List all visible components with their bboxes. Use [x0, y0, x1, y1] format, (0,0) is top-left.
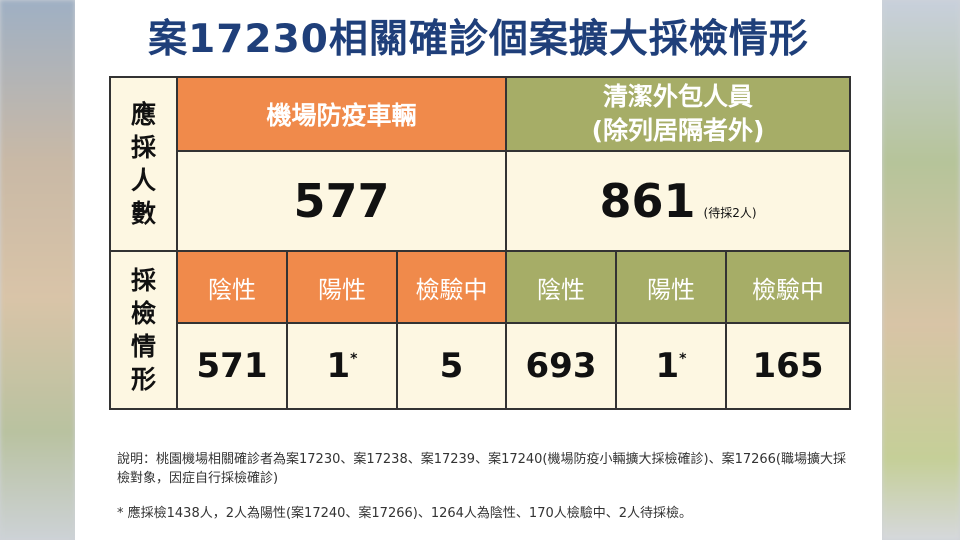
testing-table: 應 採 人 數 機場防疫車輛 清潔外包人員 (除列居隔者外) 577 861 (待… [109, 76, 852, 410]
page-title: 案17230相關確診個案擴大採檢情形 [148, 17, 809, 62]
subheader-positive: 陽性 [615, 250, 727, 324]
group-header-label: 清潔外包人員 [603, 82, 754, 111]
value-negative: 571 [176, 322, 288, 410]
group-header-sublabel: (除列居隔者外) [591, 116, 765, 145]
total-value: 577 [293, 174, 390, 228]
background-left-blur [0, 0, 75, 540]
positive-count: 1 [326, 346, 351, 386]
row-label-char: 數 [130, 199, 156, 228]
row-label-count: 應 採 人 數 [109, 76, 178, 252]
group-header-vehicles: 機場防疫車輛 [176, 76, 507, 152]
row-label-char: 應 [130, 100, 156, 129]
background-right-blur [882, 0, 960, 540]
value-positive: 1* [615, 322, 727, 410]
subheader-pending: 檢驗中 [396, 250, 507, 324]
subheader-pending: 檢驗中 [724, 250, 852, 324]
asterisk-mark: * [350, 351, 358, 367]
value-positive: 1* [286, 322, 398, 410]
row-label-char: 採 [130, 266, 156, 295]
subheader-negative: 陰性 [505, 250, 617, 324]
total-note: (待採2人) [703, 206, 757, 220]
row-label-char: 採 [130, 133, 156, 162]
positive-count: 1 [655, 346, 680, 386]
footnote-asterisk: * 應採檢1438人，2人為陽性(案17240、案17266)、1264人為陰性… [117, 506, 693, 521]
row-label-char: 形 [130, 365, 156, 394]
value-pending: 5 [396, 322, 507, 410]
row-label-char: 檢 [130, 299, 156, 328]
row-label-char: 人 [130, 166, 156, 195]
subheader-positive: 陽性 [286, 250, 398, 324]
total-value: 861 [599, 174, 696, 228]
subheader-negative: 陰性 [176, 250, 288, 324]
total-cleaners: 861 (待採2人) [504, 150, 852, 252]
total-vehicles: 577 [176, 150, 507, 252]
asterisk-mark: * [679, 351, 687, 367]
value-negative: 693 [505, 322, 617, 410]
group-header-cleaners: 清潔外包人員 (除列居隔者外) [504, 76, 852, 152]
row-label-status: 採 檢 情 形 [109, 250, 178, 410]
value-pending: 165 [724, 322, 852, 410]
footnote-explanation: 說明：桃園機場相關確診者為案17230、案17238、案17239、案17240… [117, 452, 846, 486]
group-header-label: 機場防疫車輛 [266, 101, 417, 130]
info-slide: 案17230相關確診個案擴大採檢情形 應 採 人 數 機場防疫車輛 清潔外包人員… [75, 0, 882, 540]
row-label-char: 情 [130, 332, 156, 361]
